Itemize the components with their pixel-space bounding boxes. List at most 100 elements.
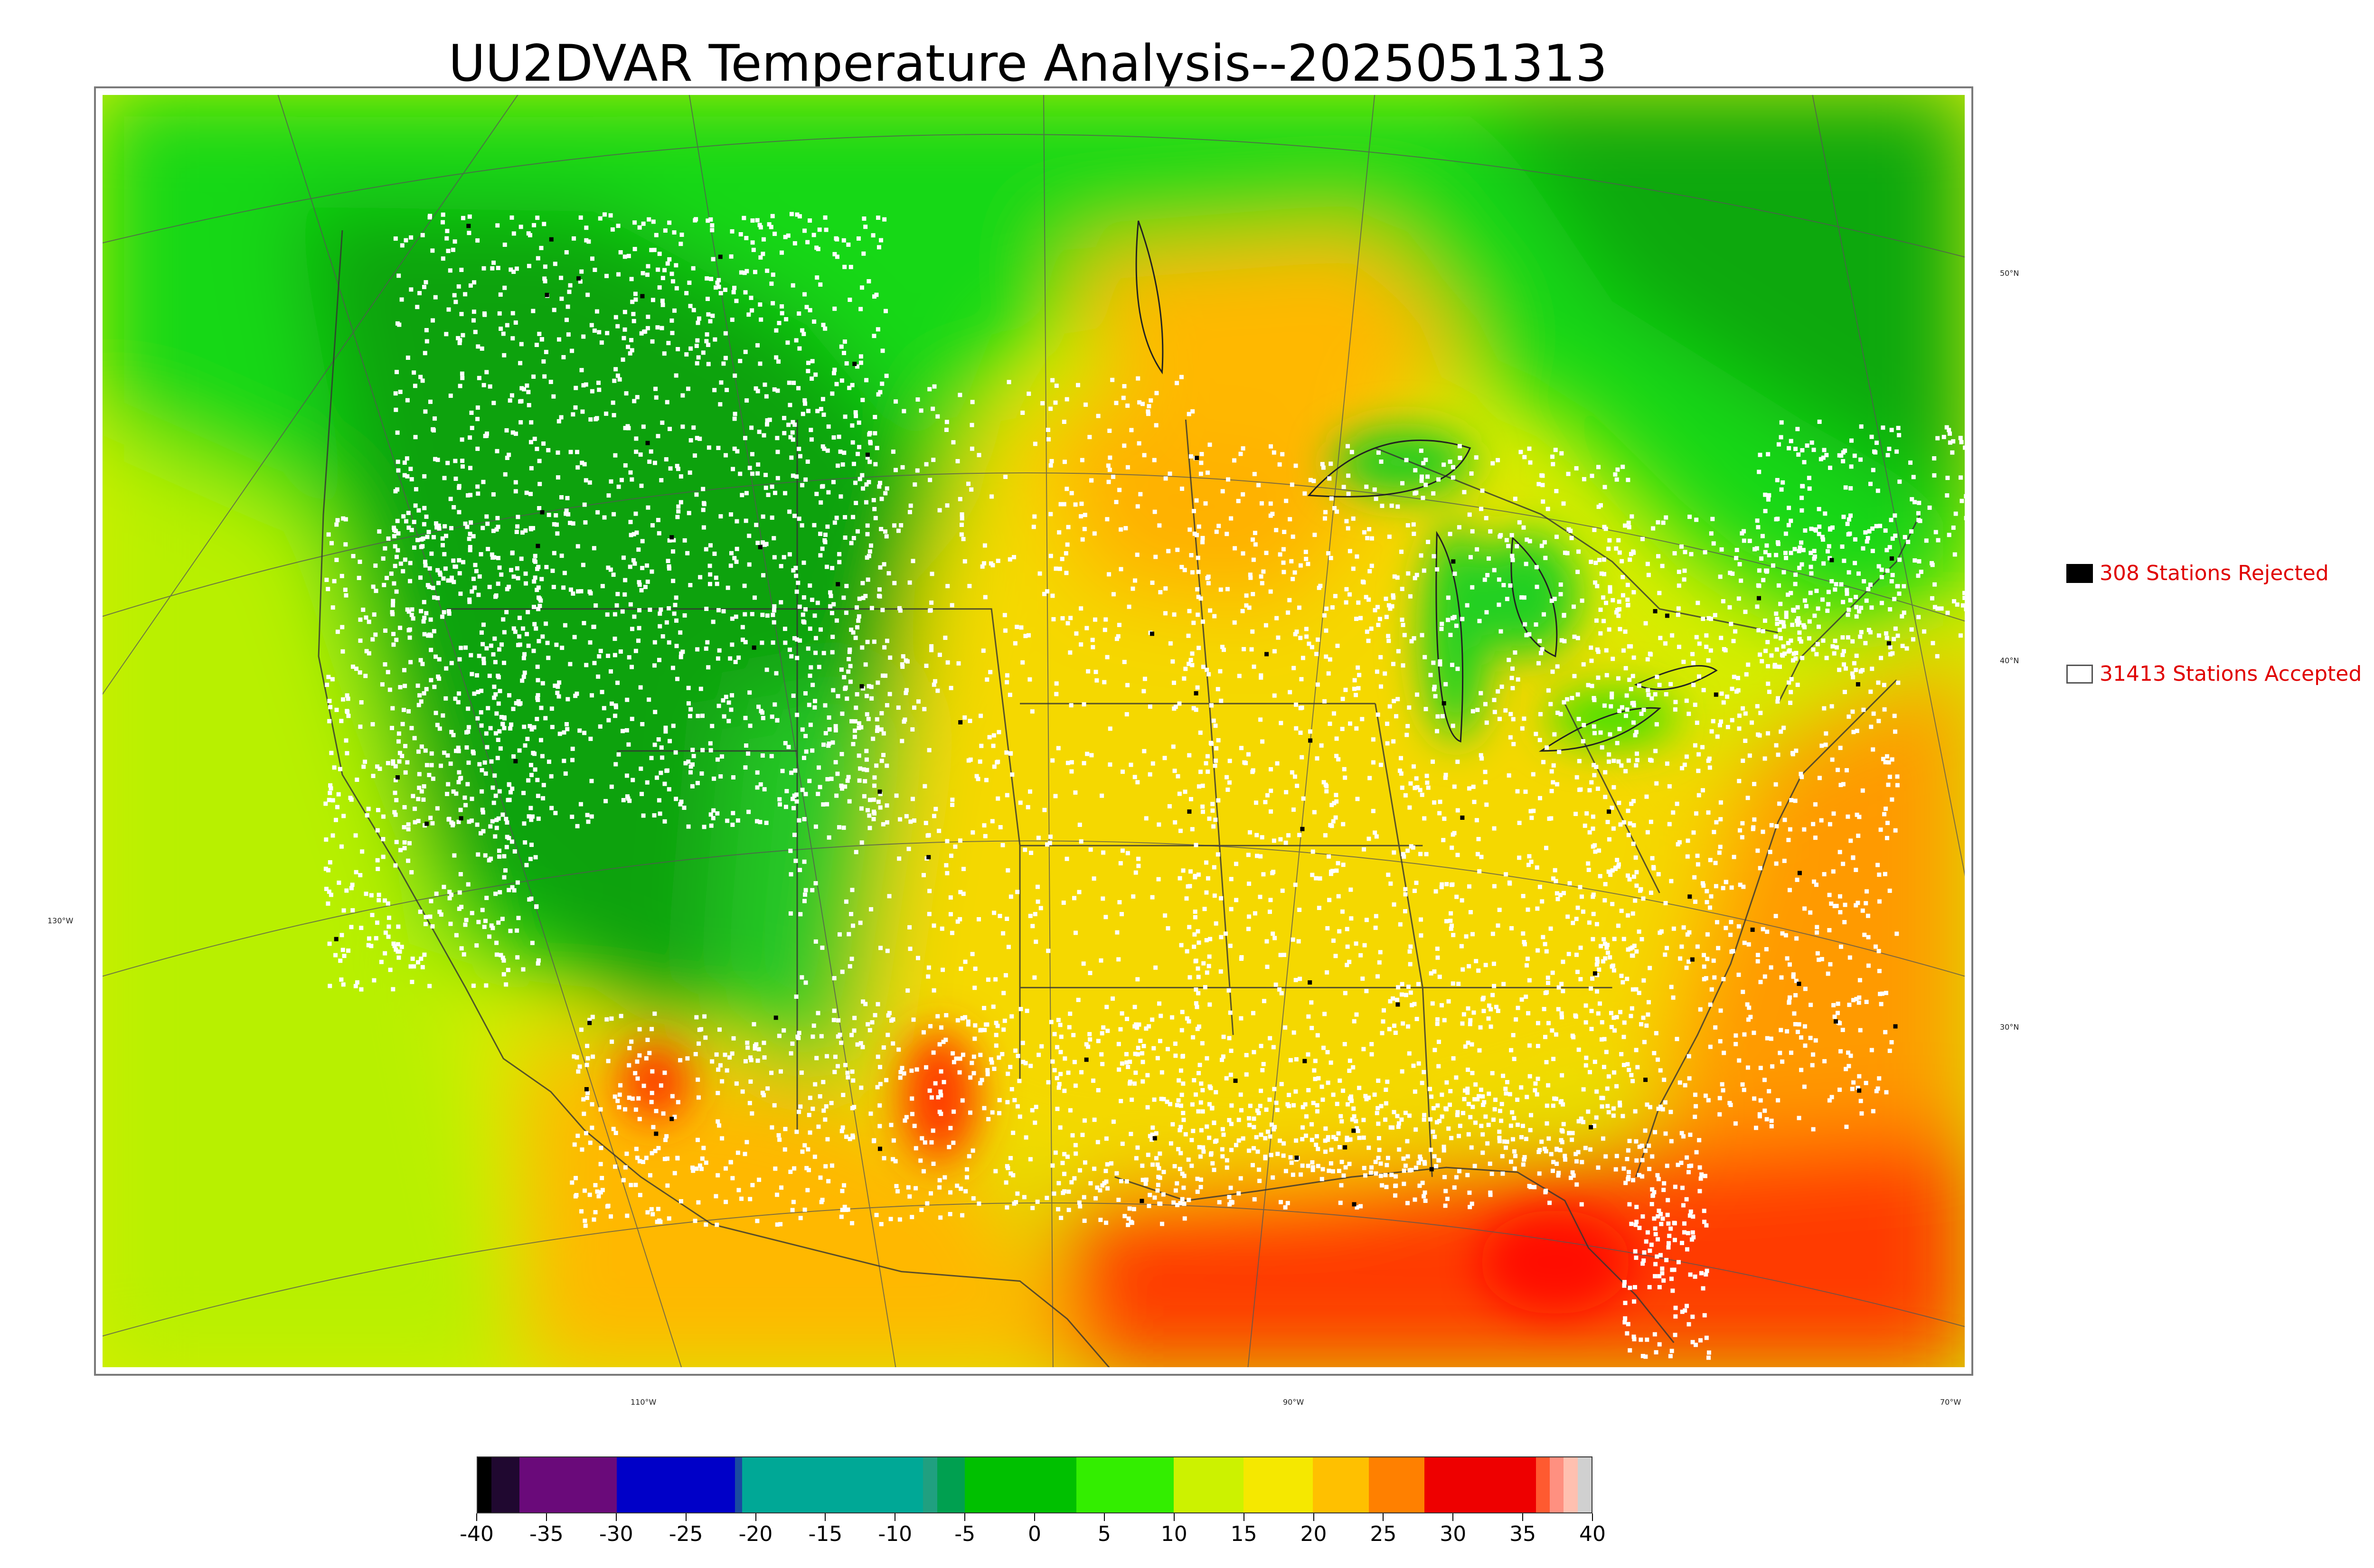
accepted-station-marker [1574,466,1579,471]
accepted-station-marker [1284,790,1289,795]
accepted-station-marker [1634,987,1639,992]
accepted-station-marker [1850,709,1855,714]
accepted-station-marker [1018,800,1023,805]
accepted-station-marker [1193,915,1197,920]
accepted-station-marker [1186,633,1191,638]
accepted-station-marker [1378,655,1383,659]
accepted-station-marker [1789,798,1794,802]
accepted-station-marker [1442,1018,1447,1023]
accepted-station-marker [1857,995,1862,1000]
accepted-station-marker [825,777,830,781]
accepted-station-marker [1480,488,1485,493]
accepted-station-marker [1087,435,1092,440]
accepted-station-marker [1451,465,1456,469]
accepted-station-marker [864,749,869,753]
accepted-station-marker [516,916,521,920]
accepted-station-marker [1403,793,1408,798]
accepted-station-marker [390,726,395,731]
accepted-station-marker [1793,798,1798,803]
accepted-station-marker [334,522,339,527]
accepted-station-marker [427,215,432,220]
accepted-station-marker [832,1008,837,1013]
accepted-station-marker [1721,700,1726,705]
accepted-station-marker [816,1124,821,1129]
accepted-station-marker [1607,752,1611,757]
accepted-station-marker [386,934,391,939]
accepted-station-marker [398,626,403,630]
accepted-station-marker [818,532,823,536]
accepted-station-marker [1225,788,1230,792]
accepted-station-marker [883,491,888,496]
accepted-station-marker [1180,1197,1185,1202]
accepted-station-marker [621,555,626,560]
accepted-station-marker [436,523,441,528]
accepted-station-marker [847,385,852,390]
accepted-station-marker [1589,1027,1594,1032]
accepted-station-marker [1263,623,1268,628]
accepted-station-marker [1175,547,1180,552]
accepted-station-marker [1053,794,1058,798]
accepted-station-marker [821,413,826,417]
accepted-station-marker [1677,645,1681,649]
accepted-station-marker [1709,987,1714,992]
accepted-station-marker [503,472,508,477]
accepted-station-marker [794,474,799,479]
accepted-station-marker [1621,1062,1626,1067]
accepted-station-marker [1342,767,1347,771]
accepted-station-marker [991,733,996,738]
accepted-station-marker [1178,876,1182,881]
accepted-station-marker [1142,676,1147,681]
accepted-station-marker [996,796,1000,801]
accepted-station-marker [1052,1068,1057,1072]
accepted-station-marker [1190,651,1195,656]
accepted-station-marker [1592,1060,1597,1064]
accepted-station-marker [1893,828,1898,833]
accepted-station-marker [1435,955,1440,960]
accepted-station-marker [1658,1068,1663,1073]
accepted-station-marker [806,646,810,651]
accepted-station-marker [1883,528,1888,533]
accepted-station-marker [1289,559,1294,563]
accepted-station-marker [800,1149,805,1154]
accepted-station-marker [1679,944,1684,949]
accepted-station-marker [1808,910,1813,915]
accepted-station-marker [1730,571,1735,576]
accepted-station-marker [864,378,869,383]
accepted-station-marker [488,384,492,389]
accepted-station-marker [497,647,501,652]
accepted-station-marker [646,314,650,319]
accepted-station-marker [479,710,483,715]
accepted-station-marker [1260,739,1265,744]
accepted-station-marker [1125,683,1130,687]
accepted-station-marker [872,334,876,338]
accepted-station-marker [764,820,769,825]
accepted-station-marker [1617,800,1621,805]
accepted-station-marker [1216,524,1221,528]
temperature-map[interactable]: 50°N 40°N 30°N [94,86,2019,1376]
accepted-station-marker [798,912,803,917]
accepted-station-marker [1371,737,1375,742]
accepted-station-marker [1675,801,1679,806]
accepted-station-marker [1336,1131,1341,1136]
accepted-station-marker [725,585,730,590]
accepted-station-marker [819,407,823,412]
accepted-station-marker [772,555,777,560]
accepted-station-marker [1308,478,1313,482]
accepted-station-marker [1449,926,1453,931]
accepted-station-marker [1173,820,1178,825]
accepted-station-marker [1863,641,1868,646]
accepted-station-marker [734,1081,739,1086]
accepted-station-marker [1232,620,1237,625]
accepted-station-marker [1614,477,1619,482]
accepted-station-marker [1577,759,1582,763]
accepted-station-marker [1226,477,1231,482]
accepted-station-marker [1799,562,1804,567]
accepted-station-marker [819,500,823,505]
accepted-station-marker [1272,838,1276,843]
accepted-station-marker [527,403,531,407]
accepted-station-marker [1714,820,1719,825]
accepted-station-marker [984,778,989,782]
accepted-station-marker [373,632,378,637]
accepted-station-marker [719,380,724,385]
accepted-station-marker [823,1117,828,1122]
